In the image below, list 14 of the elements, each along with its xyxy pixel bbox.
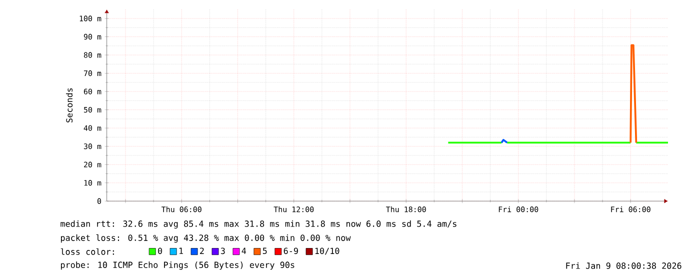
text: probe: 10 ICMP Echo Pings (56 Bytes) every 90s	[60, 262, 294, 270]
legend-label: 0	[158, 248, 162, 254]
legend-label: 2	[200, 248, 204, 254]
legend-label: 3	[220, 248, 225, 254]
text: median rtt: 32.6 ms avg 85.4 ms max 31.8 ms min 31.8 ms now 6.0 ms sd 5.4 am/s	[60, 220, 456, 229]
legend-label: 1	[179, 248, 183, 254]
text: Fri Jan 9 08:00:38 2026	[566, 262, 682, 269]
legend-label: 6-9	[284, 248, 298, 254]
legend-label: 4	[242, 248, 246, 254]
y-axis-title: Seconds	[66, 88, 73, 122]
text: packet loss: 0.51 % avg 43.28 % max 0.00 % min 0.00 % now	[60, 234, 351, 243]
legend-title: loss color:	[60, 248, 114, 255]
legend-label: 5	[262, 248, 267, 254]
legend-label: 10/10	[315, 248, 340, 255]
